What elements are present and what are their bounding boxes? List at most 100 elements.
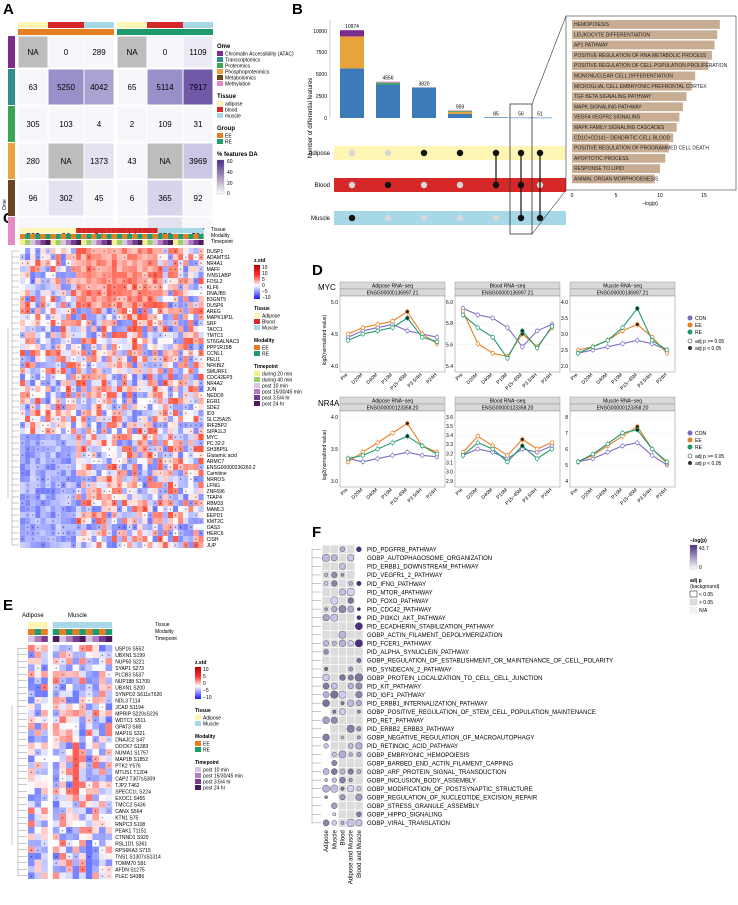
c-heat-cell bbox=[106, 428, 112, 434]
c-sig-star: * bbox=[114, 321, 116, 326]
c-sig-star: * bbox=[57, 387, 59, 392]
e-heat-cell bbox=[41, 755, 48, 762]
e-heat-cell bbox=[28, 749, 35, 756]
e-tissue-cell bbox=[28, 622, 35, 628]
c-heat-cell bbox=[167, 296, 173, 302]
e-modality-re: RE bbox=[203, 748, 211, 754]
c-sig-star: * bbox=[149, 441, 151, 446]
e-site-label: DNAJC2 S47 bbox=[115, 738, 145, 744]
e-heat-cell bbox=[41, 853, 48, 860]
c-heat-cell bbox=[116, 308, 122, 314]
c-gene-label: EEPD1 bbox=[207, 513, 224, 519]
c-sig-star: * bbox=[114, 297, 116, 302]
c-sig-star: * bbox=[27, 315, 29, 320]
c-sig-star: * bbox=[52, 315, 54, 320]
c-heat-cell bbox=[96, 518, 102, 524]
c-heat-cell bbox=[162, 278, 168, 284]
e-heat-cell bbox=[34, 788, 42, 795]
e-site-label: RSL1D1 S361 bbox=[115, 842, 147, 848]
c-heat-cell bbox=[116, 476, 122, 482]
c-sig-star: * bbox=[103, 249, 105, 254]
e-sig-star: * bbox=[44, 842, 46, 847]
c-tissue-cell bbox=[137, 228, 143, 233]
c-heat-cell bbox=[20, 386, 26, 392]
c-sig-star: * bbox=[124, 315, 126, 320]
f-dotplot bbox=[321, 544, 364, 828]
c-heat-cell bbox=[162, 488, 168, 494]
c-heat-cell bbox=[193, 452, 199, 458]
e-modality-cell bbox=[66, 629, 73, 635]
c-heat-cell bbox=[35, 266, 41, 272]
e-heat-cell bbox=[79, 664, 86, 671]
d-point bbox=[605, 338, 610, 343]
c-heat-cell bbox=[178, 530, 184, 536]
e-heat-cell bbox=[66, 749, 73, 756]
e-heat-cell bbox=[41, 658, 48, 665]
e-heat-cell bbox=[92, 742, 99, 749]
c-timepoint-cell bbox=[76, 240, 82, 245]
c-sig-star: * bbox=[190, 357, 192, 362]
e-heat-cell bbox=[72, 690, 80, 697]
c-heat-cell bbox=[25, 248, 31, 254]
c-heat-cell bbox=[132, 374, 138, 380]
d-point bbox=[360, 331, 365, 337]
c-timepoint-cell bbox=[55, 240, 61, 245]
c-heat-cell bbox=[198, 464, 204, 470]
c-heat-cell bbox=[81, 398, 87, 404]
c-heat-cell bbox=[101, 350, 107, 356]
c-heat-cell bbox=[76, 458, 82, 464]
c-sig-star: * bbox=[180, 267, 182, 272]
c-heat-cell bbox=[127, 266, 133, 272]
c-gene-label: DNAJB5 bbox=[207, 291, 226, 297]
f-pathway-label: PID_KIT_PATHWAY bbox=[367, 684, 421, 690]
c-heat-cell bbox=[101, 410, 107, 416]
c-heat-cell bbox=[127, 314, 133, 320]
c-sig-star: * bbox=[108, 465, 110, 470]
c-heat-cell bbox=[60, 434, 66, 440]
e-sig-star: * bbox=[44, 666, 46, 671]
e-heat-cell bbox=[52, 807, 60, 814]
e-site-label: NUMA1 S1757 bbox=[115, 751, 149, 757]
c-sig-star: * bbox=[200, 255, 202, 260]
f-dot bbox=[322, 733, 330, 742]
c-heat-cell bbox=[96, 404, 102, 410]
c-heat-cell bbox=[50, 434, 56, 440]
c-heat-cell bbox=[142, 404, 148, 410]
e-site-label: CANX S564 bbox=[115, 809, 142, 815]
e-heat-cell bbox=[41, 749, 48, 756]
c-heat-cell bbox=[111, 386, 117, 392]
c-heat-cell bbox=[137, 518, 143, 524]
e-heat-cell bbox=[52, 645, 60, 652]
c-heat-cell bbox=[50, 428, 56, 434]
c-heat-cell bbox=[30, 308, 36, 314]
c-heat-cell bbox=[116, 542, 122, 548]
e-sig-star: * bbox=[62, 829, 64, 834]
c-sig-star: * bbox=[144, 363, 146, 368]
panel-a-legend: Ome Chromatin Accessibility (ATAC) Trans… bbox=[216, 44, 294, 197]
c-sig-star: * bbox=[47, 465, 49, 470]
f-dot bbox=[322, 716, 330, 724]
c-sig-star: * bbox=[195, 321, 197, 326]
e-tissue-cell bbox=[99, 622, 106, 628]
upset-dot bbox=[348, 214, 356, 222]
da-cell bbox=[17, 105, 49, 143]
c-heat-cell bbox=[147, 482, 153, 488]
c-heat-cell bbox=[162, 320, 168, 326]
c-heat-cell bbox=[106, 374, 112, 380]
c-heat-cell bbox=[30, 374, 36, 380]
c-heat-cell bbox=[122, 356, 128, 362]
c-timepoint-cell bbox=[91, 240, 97, 245]
c-heat-cell bbox=[162, 458, 168, 464]
e-heat-cell bbox=[41, 872, 48, 879]
c-heat-cell bbox=[20, 506, 26, 512]
panel-d-label: D bbox=[312, 262, 323, 279]
c-heat-cell bbox=[183, 482, 189, 488]
e-heat-cell bbox=[41, 736, 48, 743]
c-heat-cell bbox=[96, 446, 102, 452]
c-heat-cell bbox=[178, 254, 184, 260]
c-heat-cell bbox=[127, 476, 133, 482]
e-heat-cell bbox=[72, 651, 80, 658]
c-heat-cell bbox=[111, 278, 117, 284]
e-sig-star: * bbox=[88, 757, 90, 762]
